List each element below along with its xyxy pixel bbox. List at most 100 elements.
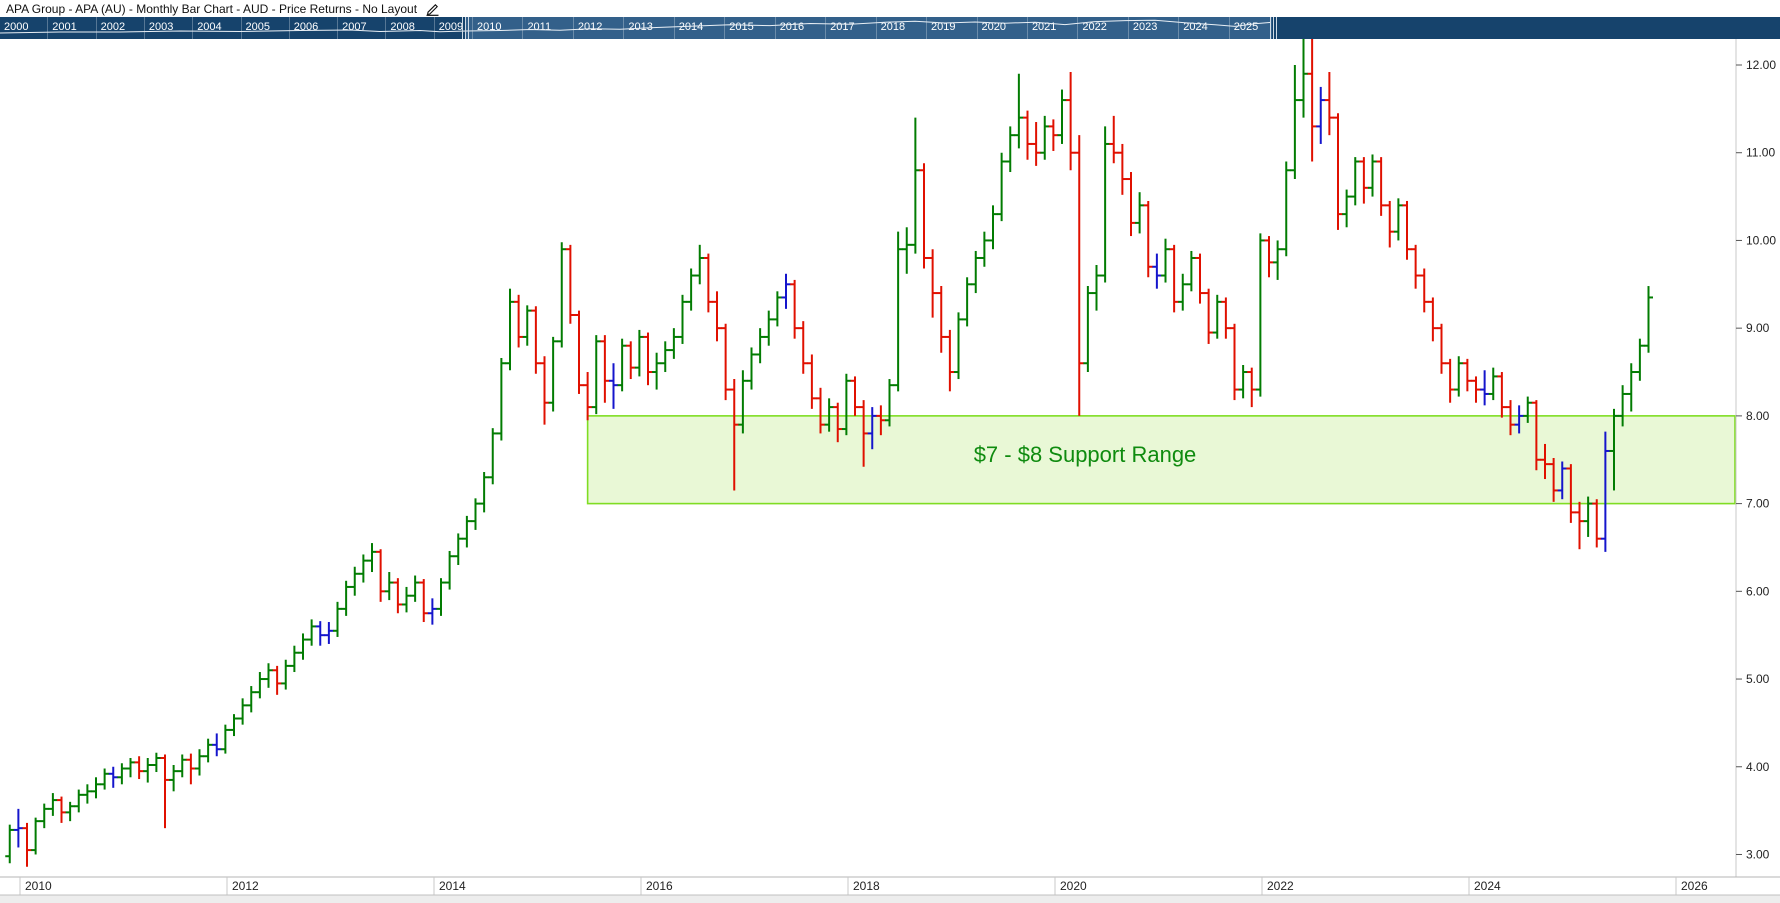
ohlc-bar (1419, 268, 1429, 313)
ohlc-bar (436, 578, 446, 616)
ohlc-bar (1117, 143, 1127, 195)
navigator-handle-right[interactable] (1270, 17, 1277, 39)
ohlc-bar (496, 357, 506, 441)
navigator-year-label: 2017 (830, 21, 855, 33)
ohlc-bar (867, 407, 877, 450)
ohlc-bar (1221, 297, 1231, 339)
ohlc-bar (350, 566, 360, 596)
ohlc-bar (1506, 400, 1515, 436)
date-axis-label: 2014 (439, 879, 466, 893)
ohlc-bar (1048, 119, 1058, 151)
navigator-year-separator (976, 17, 978, 39)
ohlc-bar (307, 619, 317, 646)
ohlc-bar (928, 249, 938, 318)
ohlc-bar (1126, 172, 1136, 237)
navigator-year-label: 2012 (577, 21, 603, 33)
ohlc-bar (255, 672, 265, 699)
navigator-year-separator (192, 17, 194, 39)
date-axis-label: 2022 (1267, 879, 1294, 893)
chart-area[interactable]: $7 - $8 Support Range 12.00 11.00 10.00 9.00… (0, 34, 1780, 903)
ohlc-bar (1393, 198, 1403, 241)
navigator-year-label: 2019 (931, 21, 956, 33)
ohlc-bar (462, 515, 472, 548)
ohlc-bar (1109, 115, 1119, 164)
navigator-year-label: 2007 (342, 21, 367, 33)
ohlc-bar (281, 659, 291, 690)
navigator-year-label: 2008 (390, 21, 415, 33)
ohlc-bar (1428, 297, 1438, 342)
ohlc-bar (954, 312, 963, 380)
ohlc-bar (315, 621, 325, 646)
navigator-year-separator (724, 17, 726, 39)
navigator-year-label: 2015 (729, 21, 754, 33)
edit-pencil-icon[interactable] (425, 2, 440, 16)
ohlc-bar (893, 231, 903, 392)
ohlc-bar (772, 291, 782, 327)
ohlc-bar (419, 579, 429, 623)
navigator-year-separator (143, 17, 145, 39)
ohlc-bar (816, 387, 825, 434)
ohlc-bar (108, 766, 118, 788)
ohlc-bar (1566, 464, 1576, 523)
ohlc-bar (1480, 370, 1490, 406)
ohlc-bar (1376, 157, 1386, 216)
date-axis-label: 2012 (232, 879, 259, 893)
ohlc-bar (514, 294, 524, 348)
ohlc-bar (1557, 461, 1567, 500)
date-axis[interactable] (0, 877, 1780, 895)
chart-title: APA Group - APA (AU) - Monthly Bar Chart… (6, 1, 418, 16)
price-axis-label: 12.00 (1746, 58, 1776, 72)
ohlc-bar (712, 291, 722, 342)
ohlc-bar (841, 373, 851, 436)
price-chart-canvas[interactable]: $7 - $8 Support Range 12.00 11.00 10.00 9.00… (0, 34, 1780, 903)
navigator-year-separator (522, 17, 524, 39)
ohlc-bar (807, 354, 817, 409)
ohlc-bar (212, 733, 222, 757)
ohlc-bar (531, 306, 541, 374)
ohlc-bar (738, 370, 748, 434)
ohlc-bar (634, 329, 644, 377)
ohlc-bar (1402, 200, 1412, 260)
ohlc-bar (678, 294, 687, 344)
ohlc-bar (565, 244, 575, 324)
ohlc-bar (1531, 400, 1541, 471)
ohlc-bar (333, 601, 342, 637)
ohlc-bar (971, 250, 981, 294)
ohlc-bar (1609, 408, 1619, 491)
navigator-year-separator (1077, 17, 1079, 39)
ohlc-bar (341, 580, 351, 616)
ohlc-bar (39, 803, 49, 829)
ohlc-bar (936, 286, 946, 353)
navigator-year-label: 2002 (100, 21, 126, 33)
navigator-year-separator (623, 17, 625, 39)
horizontal-scrollbar[interactable] (0, 895, 1780, 903)
navigator-year-label: 2021 (1031, 21, 1057, 33)
ohlc-bar (100, 768, 110, 790)
navigator-year-separator (240, 17, 242, 39)
ohlc-bar (31, 817, 41, 855)
ohlc-bar (979, 231, 989, 267)
ohlc-bar (1316, 86, 1326, 144)
ohlc-bar (13, 808, 23, 848)
ohlc-bar (583, 372, 593, 421)
ohlc-bar (1186, 250, 1196, 292)
date-axis-label: 2010 (25, 879, 52, 893)
ohlc-bar (1195, 253, 1205, 304)
navigator-year-separator (1026, 17, 1028, 39)
ohlc-bar (652, 352, 662, 390)
price-axis-label: 5.00 (1746, 672, 1770, 686)
ohlc-bar (229, 714, 239, 737)
timeline-navigator[interactable]: 2000 2001 2002 2003 2004 2005 2006 2007 2008 2009… (0, 17, 1780, 39)
ohlc-bar (902, 227, 912, 274)
ohlc-bar (74, 789, 84, 813)
ohlc-bar (1066, 72, 1076, 171)
ohlc-bar (1255, 233, 1265, 397)
navigator-year-label: 2004 (197, 21, 222, 33)
ohlc-bar (402, 586, 411, 613)
navigator-year-separator (673, 17, 675, 39)
ohlc-bar (1204, 288, 1214, 344)
navigator-handle-left[interactable] (462, 17, 469, 39)
ohlc-bar (238, 698, 248, 725)
ohlc-bar (1514, 405, 1524, 434)
